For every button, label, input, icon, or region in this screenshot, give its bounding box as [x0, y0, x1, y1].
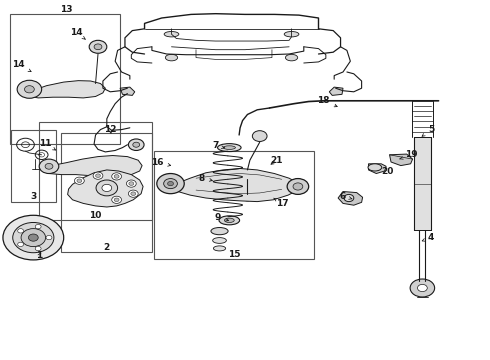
Ellipse shape [218, 144, 241, 152]
Text: 14: 14 [70, 28, 85, 39]
Circle shape [24, 86, 34, 93]
Circle shape [3, 215, 64, 260]
Circle shape [102, 184, 112, 192]
Circle shape [287, 179, 309, 194]
Text: 9: 9 [215, 213, 228, 222]
Circle shape [168, 181, 173, 186]
Text: 20: 20 [381, 166, 393, 175]
Circle shape [18, 229, 24, 233]
Circle shape [243, 194, 252, 201]
Circle shape [344, 194, 354, 202]
Text: 3: 3 [30, 192, 36, 201]
Text: 19: 19 [400, 150, 418, 159]
Polygon shape [338, 192, 363, 205]
Ellipse shape [223, 146, 236, 149]
Text: 13: 13 [60, 4, 73, 13]
Circle shape [18, 242, 24, 247]
Text: 17: 17 [273, 198, 289, 208]
Text: 6: 6 [340, 192, 352, 201]
Circle shape [157, 174, 184, 194]
Circle shape [13, 222, 54, 253]
Text: 10: 10 [89, 211, 102, 220]
Circle shape [128, 190, 138, 197]
Text: 18: 18 [317, 96, 337, 107]
Polygon shape [368, 164, 386, 174]
Circle shape [114, 175, 119, 178]
Circle shape [131, 192, 136, 195]
Polygon shape [390, 154, 413, 166]
Text: 2: 2 [104, 243, 110, 252]
Text: 16: 16 [151, 158, 171, 167]
Circle shape [39, 159, 59, 174]
Ellipse shape [165, 54, 177, 61]
Ellipse shape [213, 238, 226, 243]
Ellipse shape [214, 246, 225, 251]
Text: 1: 1 [36, 251, 42, 260]
Bar [154, 151, 314, 259]
Circle shape [112, 173, 122, 180]
Text: 4: 4 [422, 233, 435, 242]
Polygon shape [68, 170, 143, 207]
Text: 11: 11 [39, 139, 56, 150]
Circle shape [252, 131, 267, 141]
Circle shape [89, 40, 107, 53]
Circle shape [28, 234, 38, 241]
Polygon shape [168, 168, 299, 202]
Circle shape [293, 183, 303, 190]
Circle shape [17, 80, 42, 98]
Bar [10, 14, 120, 144]
Circle shape [410, 279, 435, 297]
Text: 15: 15 [228, 251, 241, 259]
Circle shape [45, 163, 53, 169]
Ellipse shape [285, 54, 297, 61]
Text: 5: 5 [422, 125, 434, 136]
Polygon shape [47, 156, 142, 177]
Text: 8: 8 [199, 174, 212, 183]
Ellipse shape [219, 216, 240, 225]
Text: 14: 14 [12, 60, 31, 72]
Circle shape [96, 174, 100, 177]
Circle shape [94, 44, 102, 50]
Circle shape [417, 284, 427, 292]
Bar [61, 133, 152, 252]
Circle shape [241, 170, 254, 179]
Ellipse shape [224, 218, 234, 222]
Circle shape [128, 139, 144, 150]
Circle shape [46, 235, 52, 240]
Circle shape [164, 179, 177, 189]
Circle shape [21, 229, 46, 247]
Text: 12: 12 [104, 125, 117, 134]
Circle shape [77, 179, 82, 183]
Ellipse shape [284, 31, 299, 37]
Bar [39, 122, 152, 220]
Circle shape [112, 196, 122, 203]
Text: 21: 21 [270, 156, 283, 165]
Circle shape [35, 246, 41, 251]
Text: 7: 7 [212, 141, 224, 150]
Circle shape [35, 225, 41, 229]
Circle shape [93, 172, 103, 179]
Polygon shape [329, 87, 343, 95]
Ellipse shape [164, 31, 179, 37]
Circle shape [74, 177, 84, 184]
Circle shape [133, 142, 140, 147]
Bar [11, 130, 56, 202]
Ellipse shape [368, 164, 382, 171]
Ellipse shape [211, 228, 228, 235]
Polygon shape [120, 87, 135, 95]
Polygon shape [28, 81, 105, 98]
Circle shape [129, 182, 134, 185]
Circle shape [114, 198, 119, 202]
Circle shape [126, 180, 136, 187]
Polygon shape [414, 137, 431, 230]
Circle shape [96, 180, 118, 196]
